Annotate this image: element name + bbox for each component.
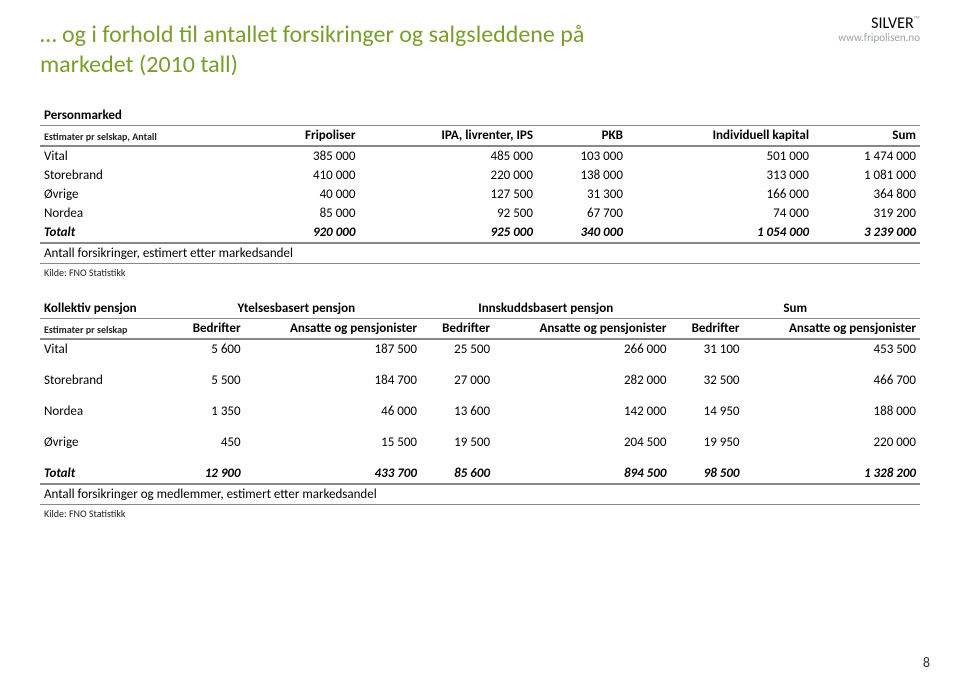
cell: 313 000 [627,166,813,185]
t1-col4: Sum [813,126,920,147]
cell: 410 000 [255,166,359,185]
t1-col1: IPA, livrenter, IPS [359,126,537,147]
table-row: Vital5 600187 50025 500266 00031 100453 … [40,339,920,359]
cell: 220 000 [744,433,921,452]
row-label: Storebrand [40,166,255,185]
cell: 220 000 [359,166,537,185]
t1-note2: Kilde: FNO Statistikk [40,264,920,282]
table-row: Øvrige45015 50019 500204 50019 950220 00… [40,433,920,452]
cell: 166 000 [627,185,813,204]
cell: 92 500 [359,204,537,223]
cell: 13 600 [421,402,494,421]
cell: 187 500 [245,339,421,359]
cell: 385 000 [255,146,359,166]
cell: 184 700 [245,371,421,390]
row-label: Nordea [40,204,255,223]
cell: 67 700 [537,204,627,223]
cell: 453 500 [744,339,921,359]
t1-col2: PKB [537,126,627,147]
cell: 5 500 [172,371,245,390]
cell: 74 000 [627,204,813,223]
cell: 450 [172,433,245,452]
cell: 282 000 [494,371,670,390]
table-row: Storebrand410 000220 000138 000313 0001 … [40,166,920,185]
table-row: Vital385 000485 000103 000501 0001 474 0… [40,146,920,166]
t2-section: Kollektiv pensjon [40,299,172,319]
row-label: Øvrige [40,185,255,204]
cell: 204 500 [494,433,670,452]
cell: 188 000 [744,402,921,421]
cell: 364 800 [813,185,920,204]
table-row: Øvrige40 000127 50031 300166 000364 800 [40,185,920,204]
logo: SILVER™ www.fripolisen.no [838,14,920,44]
table-row: Nordea85 00092 50067 70074 000319 200 [40,204,920,223]
cell: 138 000 [537,166,627,185]
row-label: Vital [40,339,172,359]
personmarked-table: Personmarked Estimater pr selskap, Antal… [40,106,920,281]
cell: 501 000 [627,146,813,166]
t1-col3: Individuell kapital [627,126,813,147]
t1-note1: Antall forsikringer, estimert etter mark… [40,243,920,264]
row-label: Vital [40,146,255,166]
row-label: Øvrige [40,433,172,452]
cell: 1 081 000 [813,166,920,185]
page-number: 8 [923,654,930,671]
page-title: … og i forhold til antallet forsikringer… [40,20,640,80]
cell: 25 500 [421,339,494,359]
table-row: Nordea1 35046 00013 600142 00014 950188 … [40,402,920,421]
cell: 19 500 [421,433,494,452]
t2-note2: Kilde: FNO Statistikk [40,505,920,523]
cell: 1 350 [172,402,245,421]
cell: 103 000 [537,146,627,166]
kollektiv-table: Kollektiv pensjon Ytelsesbasert pensjon … [40,299,920,522]
cell: 266 000 [494,339,670,359]
t2-total-label: Totalt [40,464,172,484]
t1-col0: Fripoliser [255,126,359,147]
cell: 14 950 [670,402,743,421]
cell: 32 500 [670,371,743,390]
cell: 31 100 [670,339,743,359]
logo-url: www.fripolisen.no [838,31,920,44]
row-label: Storebrand [40,371,172,390]
cell: 142 000 [494,402,670,421]
t1-section: Personmarked [40,106,920,126]
cell: 40 000 [255,185,359,204]
cell: 319 200 [813,204,920,223]
cell: 85 000 [255,204,359,223]
cell: 31 300 [537,185,627,204]
cell: 19 950 [670,433,743,452]
cell: 485 000 [359,146,537,166]
t2-note1: Antall forsikringer og medlemmer, estime… [40,484,920,505]
cell: 15 500 [245,433,421,452]
t2-sub: Estimater pr selskap [40,319,172,340]
table-row: Storebrand5 500184 70027 000282 00032 50… [40,371,920,390]
t1-total-label: Totalt [40,223,255,243]
cell: 5 600 [172,339,245,359]
cell: 127 500 [359,185,537,204]
cell: 1 474 000 [813,146,920,166]
cell: 27 000 [421,371,494,390]
row-label: Nordea [40,402,172,421]
cell: 46 000 [245,402,421,421]
cell: 466 700 [744,371,921,390]
t1-sub: Estimater pr selskap, Antall [40,126,255,147]
